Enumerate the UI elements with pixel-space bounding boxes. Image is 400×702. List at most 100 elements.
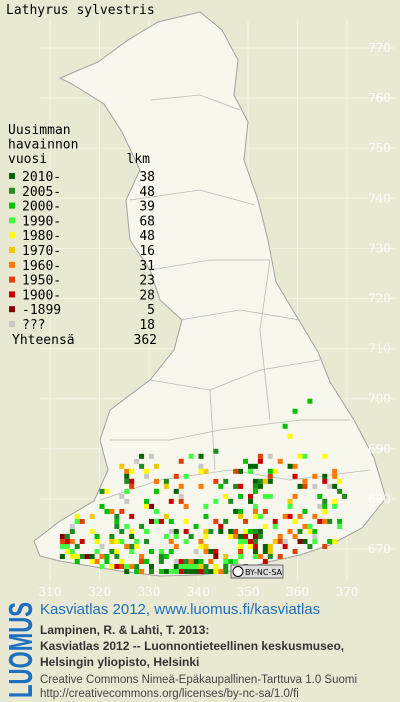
occurrence-square <box>317 493 323 499</box>
occurrence-square <box>208 549 214 554</box>
occurrence-square <box>272 523 278 529</box>
occurrence-square <box>307 398 313 404</box>
occurrence-square <box>114 523 120 529</box>
occurrence-square <box>272 538 278 544</box>
footer-link[interactable]: Kasviatlas 2012, www.luomus.fi/kasviatla… <box>40 601 320 618</box>
x-label: 350 <box>237 585 260 599</box>
occurrence-square <box>277 458 283 464</box>
occurrence-square <box>149 503 154 509</box>
occurrence-square <box>74 513 80 519</box>
occurrence-square <box>94 559 100 565</box>
occurrence-square <box>218 528 224 534</box>
occurrence-square <box>129 533 135 539</box>
occurrence-square <box>124 543 130 549</box>
occurrence-square <box>277 538 283 544</box>
occurrence-square <box>188 564 194 570</box>
occurrence-square <box>322 503 328 509</box>
occurrence-square <box>342 493 348 499</box>
occurrence-square <box>139 463 145 469</box>
occurrence-square <box>238 468 244 474</box>
occurrence-square <box>243 518 249 524</box>
occurrence-square <box>139 559 145 565</box>
occurrence-square <box>109 549 115 554</box>
occurrence-square <box>297 513 303 519</box>
occurrence-square <box>158 549 164 554</box>
finland-outline <box>33 11 387 577</box>
occurrence-square <box>94 533 100 539</box>
occurrence-square <box>153 488 159 494</box>
occurrence-square <box>208 528 214 534</box>
y-label: 750 <box>368 141 391 155</box>
occurrence-square <box>257 533 263 539</box>
occurrence-square <box>183 538 189 544</box>
occurrence-square <box>322 473 328 479</box>
occurrence-square <box>173 564 179 570</box>
legend-count-heading: lkm <box>127 152 151 167</box>
occurrence-square <box>168 518 174 524</box>
occurrence-square <box>248 543 253 549</box>
occurrence-square <box>183 569 189 575</box>
occurrence-square <box>252 478 258 484</box>
y-label: 710 <box>368 342 391 356</box>
occurrence-square <box>238 493 244 499</box>
occurrence-square <box>94 549 100 554</box>
legend-label: ??? <box>22 318 45 333</box>
occurrence-square <box>173 528 179 534</box>
occurrence-square <box>69 523 75 529</box>
legend-count: 39 <box>139 200 155 215</box>
occurrence-square <box>124 473 130 479</box>
occurrence-square <box>158 569 164 575</box>
occurrence-square <box>252 533 258 539</box>
x-label: 340 <box>187 585 210 599</box>
occurrence-square <box>129 513 135 519</box>
legend-label: 1950- <box>22 274 61 289</box>
occurrence-square <box>238 508 244 514</box>
occurrence-square <box>248 463 253 469</box>
occurrence-square <box>149 569 154 575</box>
occurrence-square <box>252 554 258 560</box>
legend-count: 16 <box>139 244 155 259</box>
occurrence-square <box>252 463 258 469</box>
occurrence-square <box>282 423 288 429</box>
legend-swatch <box>9 247 15 253</box>
occurrence-square <box>257 478 263 484</box>
occurrence-square <box>119 493 125 499</box>
occurrence-square <box>272 518 278 524</box>
occurrence-square <box>104 554 110 560</box>
occurrence-square <box>124 498 130 504</box>
occurrence-square <box>144 538 150 544</box>
occurrence-square <box>203 564 209 570</box>
occurrence-square <box>203 528 209 534</box>
citation: Kasviatlas 2012 -- Luonnontieteellinen k… <box>40 639 344 653</box>
occurrence-square <box>183 503 189 509</box>
occurrence-square <box>327 483 333 489</box>
occurrence-square <box>183 518 189 524</box>
occurrence-square <box>233 533 239 539</box>
occurrence-square <box>243 533 249 539</box>
occurrence-square <box>292 549 298 554</box>
occurrence-square <box>124 488 130 494</box>
occurrence-square <box>337 488 343 494</box>
occurrence-square <box>307 543 313 549</box>
license-badge: BY-NC-SA <box>230 564 284 579</box>
occurrence-square <box>74 554 80 560</box>
occurrence-square <box>312 533 318 539</box>
occurrence-square <box>149 549 154 554</box>
legend-count: 23 <box>139 274 155 289</box>
citation: Lampinen, R. & Lahti, T. 2013: <box>40 623 209 637</box>
occurrence-square <box>262 508 268 514</box>
occurrence-square <box>277 554 283 560</box>
occurrence-square <box>252 483 258 489</box>
occurrence-square <box>203 533 209 539</box>
occurrence-square <box>139 453 145 459</box>
occurrence-square <box>163 533 169 539</box>
occurrence-square <box>223 518 229 524</box>
occurrence-square <box>337 478 343 484</box>
occurrence-square <box>64 543 70 549</box>
occurrence-square <box>267 453 273 459</box>
occurrence-square <box>203 569 209 575</box>
occurrence-square <box>129 478 135 484</box>
occurrence-square <box>79 518 85 524</box>
legend-count: 38 <box>139 170 155 185</box>
